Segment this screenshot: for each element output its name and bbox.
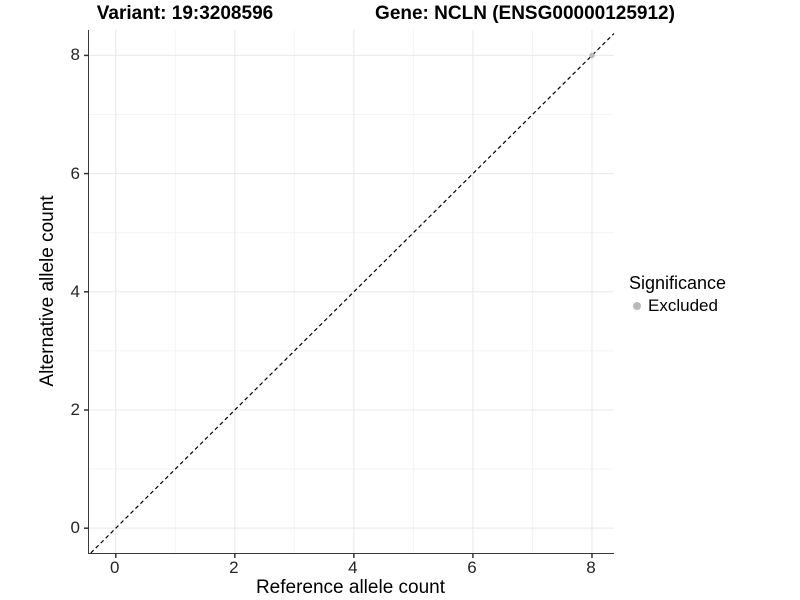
variant-title: Variant: 19:3208596 [96, 3, 274, 24]
x-tick-label: 0 [110, 558, 120, 577]
y-tick-label: 2 [70, 399, 80, 419]
y-tick-label: 6 [70, 163, 80, 183]
legend: Significance Excluded [629, 272, 726, 316]
x-axis-title: Reference allele count [255, 577, 446, 598]
plot-panel [84, 30, 615, 558]
legend-entry-label: Excluded [648, 296, 718, 315]
gene-title: Gene: NCLN (ENSG00000125912) [375, 3, 675, 24]
excluded-point-icon [633, 301, 641, 310]
legend-title: Significance [629, 273, 727, 293]
legend-entry-excluded: Excluded [629, 295, 726, 316]
y-axis-title: Alternative allele count [37, 195, 58, 387]
x-tick-label: 8 [586, 558, 596, 577]
plot-svg [84, 30, 615, 558]
data-point-excluded [589, 52, 595, 59]
y-tick-label: 4 [70, 281, 80, 301]
x-tick-label: 4 [348, 558, 358, 577]
y-tick-label: 8 [70, 45, 80, 65]
x-tick-label: 2 [229, 558, 239, 577]
x-tick-label: 6 [467, 558, 477, 577]
y-tick-label: 0 [70, 518, 80, 538]
identity-line [90, 33, 615, 554]
